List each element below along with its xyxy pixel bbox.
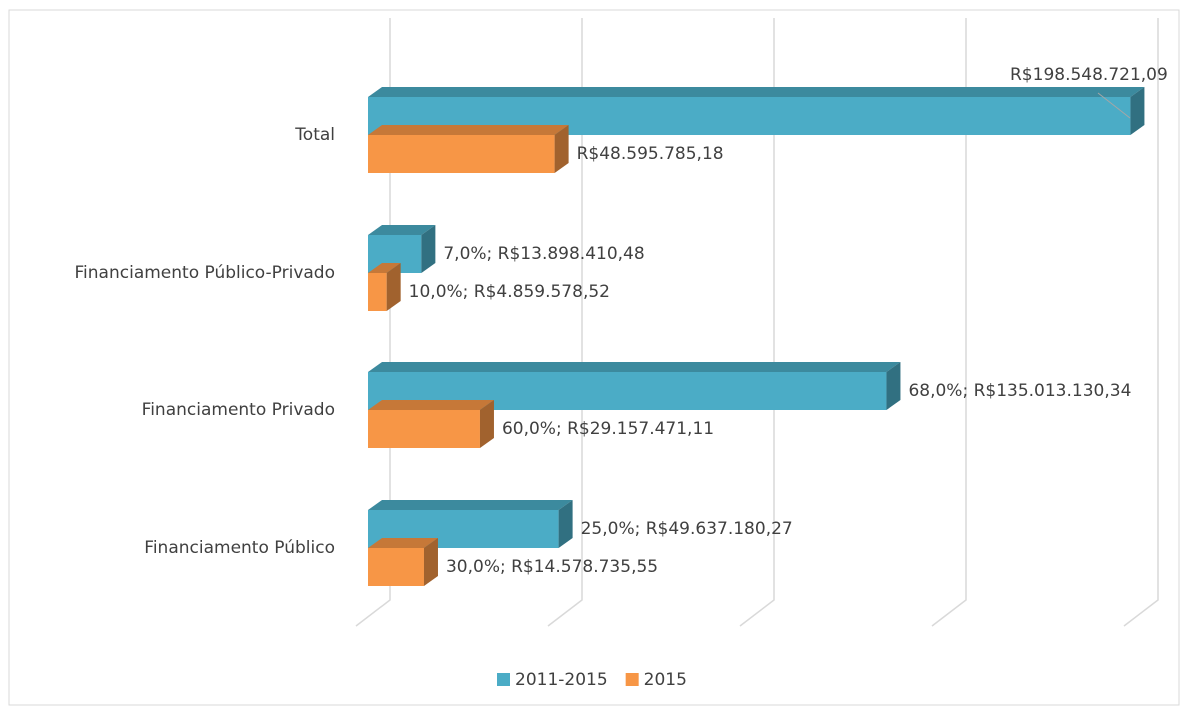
category-label: Financiamento Privado [142, 400, 335, 420]
bar-top [368, 538, 438, 548]
bar [368, 125, 569, 173]
bar-top [368, 500, 573, 510]
bar-side [554, 125, 569, 173]
bar-top [368, 362, 901, 372]
category-label: Total [294, 125, 335, 145]
legend-label: 2011-2015 [515, 670, 608, 690]
bar-side [479, 400, 494, 448]
value-label: 30,0%; R$14.578.735,55 [446, 557, 658, 577]
bar-top [368, 400, 494, 410]
bar-side [421, 225, 436, 273]
value-label: 10,0%; R$4.859.578,52 [409, 282, 610, 302]
category-label: Financiamento Público-Privado [75, 263, 335, 283]
bar-front [368, 548, 424, 586]
legend-swatch [497, 673, 510, 686]
bar-front [368, 135, 555, 173]
bar-side [423, 538, 438, 586]
bar-side [558, 500, 573, 548]
grid-line [739, 18, 775, 627]
bar-side [1130, 87, 1145, 135]
value-label: R$48.595.785,18 [577, 144, 724, 164]
bar-top [368, 125, 569, 135]
value-label: R$198.548.721,09 [1010, 65, 1168, 85]
bar-front [368, 273, 387, 311]
category-label: Financiamento Público [144, 538, 335, 558]
value-label: 68,0%; R$135.013.130,34 [908, 381, 1131, 401]
legend-label: 2015 [644, 670, 687, 690]
bar-side [886, 362, 901, 410]
bar [368, 87, 1145, 135]
bar [368, 263, 401, 311]
grid-line [931, 18, 967, 627]
chart-frame [8, 9, 1180, 706]
bar-front [368, 410, 480, 448]
grid-line [1123, 18, 1159, 627]
value-label: 7,0%; R$13.898.410,48 [443, 244, 644, 264]
bar-top [368, 225, 436, 235]
bar-side [386, 263, 401, 311]
leader-line [1097, 92, 1131, 119]
value-label: 60,0%; R$29.157.471,11 [502, 419, 714, 439]
value-label: 25,0%; R$49.637.180,27 [581, 519, 793, 539]
grid-line [355, 18, 391, 627]
grid-line [547, 18, 583, 627]
bar [368, 538, 438, 586]
bar-top [368, 87, 1145, 97]
legend-swatch [625, 673, 639, 686]
bar-top [368, 263, 401, 273]
bar [368, 400, 494, 448]
